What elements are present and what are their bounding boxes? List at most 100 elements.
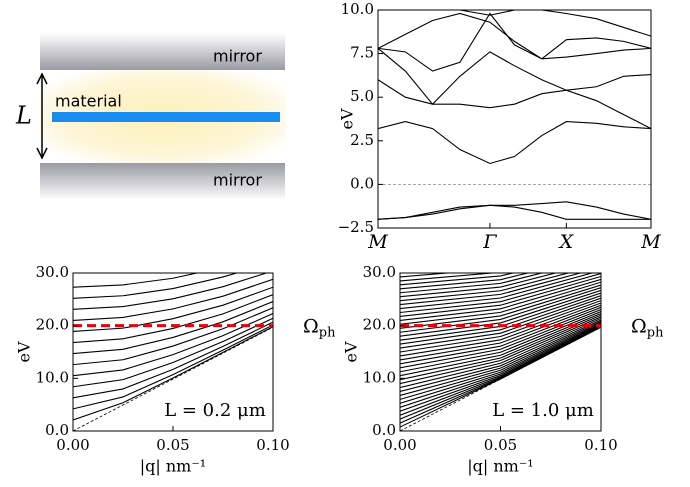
- dispersion-curve: [73, 326, 273, 431]
- dispersion-curve: [400, 273, 454, 278]
- schematic: mirror mirror material L: [15, 33, 285, 200]
- dispersion-curve: [73, 324, 273, 410]
- dispersion-curve: [378, 12, 651, 72]
- symbol: Ω: [631, 316, 647, 338]
- mirror: [40, 163, 285, 200]
- y-tick-label: 10.0: [36, 368, 69, 386]
- y-tick-label: −2.5: [338, 218, 374, 236]
- dispersion-curve: [73, 317, 273, 388]
- dispersion-curve: [400, 273, 516, 286]
- dispersion-curve: [400, 317, 601, 389]
- dispersion-curve: [400, 289, 601, 337]
- dispersion-curve: [73, 294, 273, 344]
- dispersion-curve: [73, 273, 200, 288]
- dispersion-curve: [400, 323, 601, 404]
- dispersion-curve: [400, 324, 601, 412]
- dispersion-curve: [73, 273, 269, 310]
- dispersion-curve: [400, 278, 601, 321]
- y-tick-label: 7.5: [350, 44, 374, 62]
- dispersion-curve: [400, 300, 601, 353]
- material-layer: [52, 112, 280, 122]
- dispersion-curve: [378, 47, 651, 106]
- dispersion-curve: [400, 314, 601, 381]
- dispersion-curve: [400, 324, 601, 408]
- annotation: L = 0.2 μm: [164, 400, 266, 421]
- y-tick-label: 10.0: [341, 0, 374, 18]
- dispersion-curve: [400, 304, 601, 361]
- dispersion-curve: [73, 301, 273, 355]
- x-tick-label: 0.05: [484, 436, 517, 454]
- y-tick-label: 10.0: [363, 368, 396, 386]
- mirror: [40, 33, 285, 70]
- axes-frame: [377, 9, 652, 229]
- dispersion-curve: [400, 297, 601, 349]
- dispersion-curve: [73, 307, 273, 366]
- dispersion-curve: [400, 326, 601, 431]
- x-axis-label: |q| nm⁻¹: [140, 457, 206, 476]
- dispersion-curve: [400, 295, 601, 345]
- y-tick-label: 30.0: [36, 263, 69, 281]
- dispersion-curve: [400, 308, 601, 369]
- dispersion-curve: [400, 322, 601, 400]
- dispersion-curve: [378, 121, 651, 165]
- dispersion-curve: [73, 321, 273, 399]
- dispersion-curve: [378, 10, 651, 37]
- y-tick-label: 0.0: [350, 174, 374, 192]
- dispersion-curve: [400, 326, 601, 420]
- dispersion-curve: [400, 316, 601, 385]
- dispersion-curve: [73, 326, 273, 421]
- y-axis-label: eV: [342, 341, 361, 362]
- annotation: L = 1.0 μm: [492, 400, 594, 421]
- dispersion-curve: [400, 273, 595, 310]
- dispersion-curve: [400, 306, 601, 365]
- subscript: ph: [647, 325, 664, 340]
- dispersion-curve: [378, 12, 651, 60]
- dispersion-curve: [73, 286, 273, 333]
- dispersion-curve: [73, 313, 273, 377]
- dispersion-curve: [400, 311, 601, 373]
- dispersion-curve: [400, 312, 601, 377]
- y-tick-label: 0.0: [372, 421, 396, 439]
- y-tick-label: 20.0: [363, 316, 396, 334]
- phonon-label: Ωph: [303, 316, 336, 341]
- plot-area: [378, 10, 651, 220]
- y-tick-label: 30.0: [363, 263, 396, 281]
- y-axis-label: eV: [338, 108, 357, 129]
- dispersion-curve: [73, 273, 239, 299]
- x-tick-label: M: [640, 231, 661, 253]
- dispersion-curve: [400, 281, 601, 325]
- dispersion-curve: [73, 278, 273, 321]
- dispersion-curve: [400, 273, 545, 294]
- mirror-label: mirror: [213, 171, 262, 190]
- x-tick-label: 0.05: [156, 436, 189, 454]
- dispersion-curve: [378, 204, 651, 220]
- x-axis-label: |q| nm⁻¹: [467, 457, 533, 476]
- dispersion-curve: [400, 325, 601, 416]
- dispersion-curve: [400, 302, 601, 357]
- x-tick-label: Γ: [482, 231, 497, 253]
- gap-label: L: [15, 102, 32, 130]
- phonon-label: Ωph: [631, 316, 664, 341]
- y-tick-label: 20.0: [36, 316, 69, 334]
- symbol: Ω: [303, 316, 319, 338]
- dispersion-curve: [400, 273, 583, 306]
- dispersion-curve: [378, 201, 651, 220]
- plot-area: [73, 273, 273, 431]
- x-tick-label: X: [558, 231, 575, 253]
- y-tick-label: 5.0: [350, 87, 374, 105]
- dispersion-curve: [400, 275, 601, 317]
- dispersion-curve: [378, 79, 651, 130]
- x-tick-label: 0.10: [256, 436, 289, 454]
- plot-area: [400, 273, 601, 431]
- material-label: material: [55, 92, 122, 111]
- dispersion-curve: [400, 273, 499, 282]
- dispersion-curve: [400, 273, 558, 298]
- subscript: ph: [319, 325, 336, 340]
- y-tick-label: 2.5: [350, 131, 374, 149]
- dispersion-curve: [400, 287, 601, 333]
- x-tick-label: 0.00: [383, 436, 416, 454]
- x-tick-label: 0.00: [56, 436, 89, 454]
- mirror-label: mirror: [213, 47, 262, 66]
